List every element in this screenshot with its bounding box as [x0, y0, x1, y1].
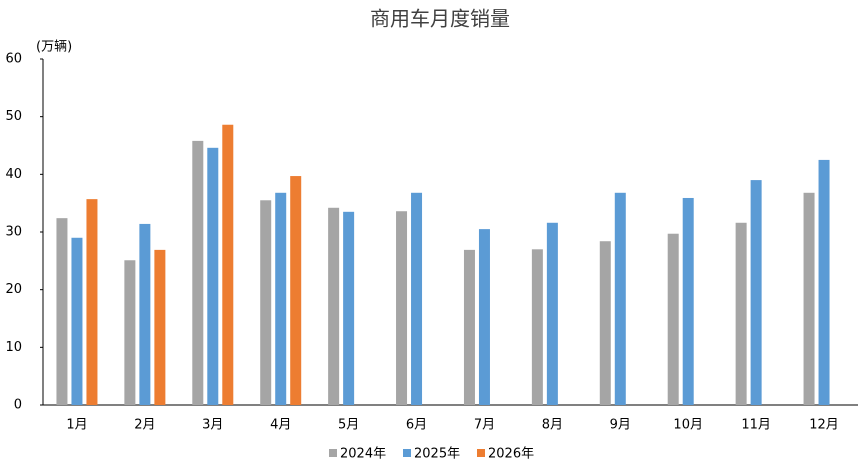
y-tick-label: 50	[5, 109, 22, 124]
bar	[56, 218, 68, 405]
bar	[682, 197, 694, 405]
x-tick-label: 8月	[542, 418, 563, 433]
bar	[192, 140, 204, 406]
y-tick-label: 40	[5, 167, 22, 182]
y-tick-label: 30	[5, 225, 22, 240]
chart-title: 商用车月度销量	[370, 7, 510, 31]
bar	[818, 159, 830, 405]
x-tick-label: 3月	[202, 418, 223, 433]
bar	[531, 249, 543, 405]
y-tick-label: 10	[5, 340, 22, 355]
bar	[396, 211, 408, 405]
x-tick-label: 1月	[66, 418, 87, 433]
bar	[207, 147, 219, 405]
bar	[260, 200, 272, 405]
y-tick-label: 0	[14, 398, 22, 413]
x-tick-label: 10月	[673, 418, 703, 433]
legend-swatch	[403, 449, 411, 457]
bar	[599, 241, 611, 405]
bar	[222, 124, 234, 406]
x-tick-label: 9月	[610, 418, 631, 433]
bar	[139, 223, 151, 405]
bar	[343, 211, 355, 405]
y-tick-label: 20	[5, 282, 22, 297]
legend-swatch	[329, 449, 337, 457]
bar	[411, 192, 423, 405]
y-axis-label: (万辆)	[36, 40, 72, 55]
bar	[71, 237, 83, 405]
bar	[154, 249, 166, 405]
y-tick-label: 60	[5, 52, 22, 67]
legend-label: 2026年	[488, 447, 534, 462]
bar	[463, 249, 475, 405]
bar	[546, 222, 558, 405]
bar	[328, 207, 340, 405]
x-tick-label: 4月	[270, 418, 291, 433]
legend-label: 2024年	[340, 447, 386, 462]
x-tick-label: 6月	[406, 418, 427, 433]
x-tick-label: 7月	[474, 418, 495, 433]
x-tick-label: 11月	[741, 418, 771, 433]
bar	[290, 176, 302, 405]
bar	[478, 229, 490, 405]
x-tick-label: 5月	[338, 418, 359, 433]
x-tick-label: 12月	[809, 418, 839, 433]
bar	[735, 222, 747, 405]
legend-swatch	[477, 449, 485, 457]
legend-label: 2025年	[414, 447, 460, 462]
bar	[275, 192, 287, 405]
x-tick-label: 2月	[134, 418, 155, 433]
bar	[86, 199, 98, 405]
bar	[614, 192, 626, 405]
bar	[667, 233, 679, 405]
bar	[803, 192, 815, 405]
bar	[750, 180, 762, 405]
bar	[124, 260, 136, 405]
